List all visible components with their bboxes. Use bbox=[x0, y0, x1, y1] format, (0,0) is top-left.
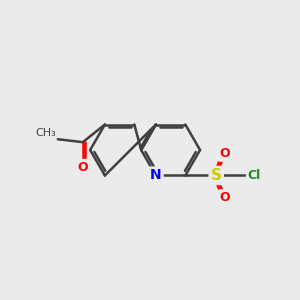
Text: O: O bbox=[220, 147, 230, 160]
Text: O: O bbox=[220, 191, 230, 204]
Text: CH₃: CH₃ bbox=[36, 128, 56, 138]
Text: O: O bbox=[77, 161, 88, 174]
Text: S: S bbox=[211, 168, 222, 183]
Text: N: N bbox=[150, 169, 162, 182]
Text: Cl: Cl bbox=[247, 169, 260, 182]
